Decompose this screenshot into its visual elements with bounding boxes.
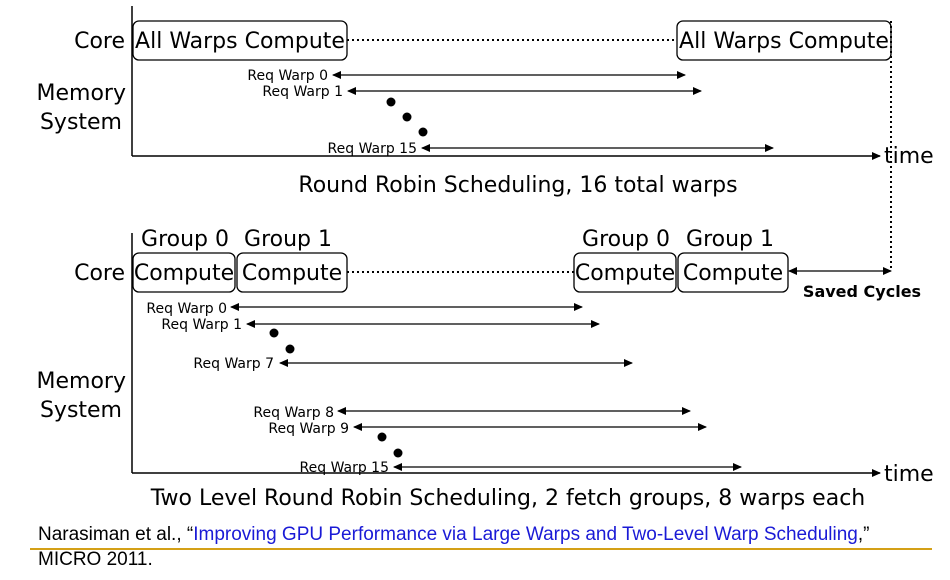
req-warp-label: Req Warp 15 (328, 141, 417, 157)
ellipsis-dot (402, 112, 412, 122)
core-label: Core (74, 261, 125, 286)
saved-cycles-label: Saved Cycles (803, 282, 921, 301)
compute-box (573, 252, 677, 293)
citation: Narasiman et al., “Improving GPU Perform… (38, 522, 918, 572)
req-warp-label: Req Warp 8 (253, 405, 334, 421)
system-label: System (40, 398, 122, 423)
req-warp-label: Req Warp 0 (146, 301, 227, 317)
citation-link[interactable]: Improving GPU Performance via Large Warp… (193, 524, 858, 545)
req-warp-label: Req Warp 7 (193, 356, 274, 372)
group-label: Group 0 (141, 227, 229, 252)
req-warp-label: Req Warp 0 (247, 68, 328, 84)
time-label: time (884, 144, 934, 169)
memory-label: Memory (37, 81, 126, 106)
ellipsis-dot (393, 448, 403, 458)
group-label: Group 1 (244, 227, 332, 252)
two-level-diagram: Core Memory System time Group 0 Group 1 … (37, 227, 934, 511)
citation-prefix: Narasiman et al., “ (38, 524, 194, 545)
ellipsis-dot (418, 127, 428, 137)
compute-label: Compute (683, 261, 783, 286)
caption: Two Level Round Robin Scheduling, 2 fetc… (150, 486, 866, 511)
all-warps-compute-box (676, 20, 892, 61)
ellipsis-dot (285, 344, 295, 354)
memory-label: Memory (37, 369, 126, 394)
round-robin-diagram: Core Memory System time All Warps Comput… (37, 6, 934, 198)
system-label: System (40, 110, 122, 135)
all-warps-compute-label: All Warps Compute (679, 29, 889, 54)
compute-box (132, 252, 236, 293)
req-warp-label: Req Warp 9 (268, 421, 349, 437)
citation-suffix: ,” MICRO 2011. (38, 524, 870, 570)
ellipsis-dot (269, 328, 279, 338)
core-label: Core (74, 29, 125, 54)
req-warp-label: Req Warp 1 (161, 317, 242, 333)
all-warps-compute-label: All Warps Compute (135, 29, 345, 54)
scheduling-diagram: Core Memory System time All Warps Comput… (37, 6, 934, 511)
caption: Round Robin Scheduling, 16 total warps (298, 173, 737, 198)
compute-label: Compute (242, 261, 342, 286)
compute-label: Compute (575, 261, 675, 286)
time-label: time (884, 462, 934, 487)
divider-line (30, 548, 932, 550)
ellipsis-dot (386, 97, 396, 107)
compute-label: Compute (134, 261, 234, 286)
req-warp-label: Req Warp 1 (262, 84, 343, 100)
group-label: Group 1 (686, 227, 774, 252)
req-warp-label: Req Warp 15 (300, 460, 389, 476)
ellipsis-dot (377, 432, 387, 442)
group-label: Group 0 (582, 227, 670, 252)
